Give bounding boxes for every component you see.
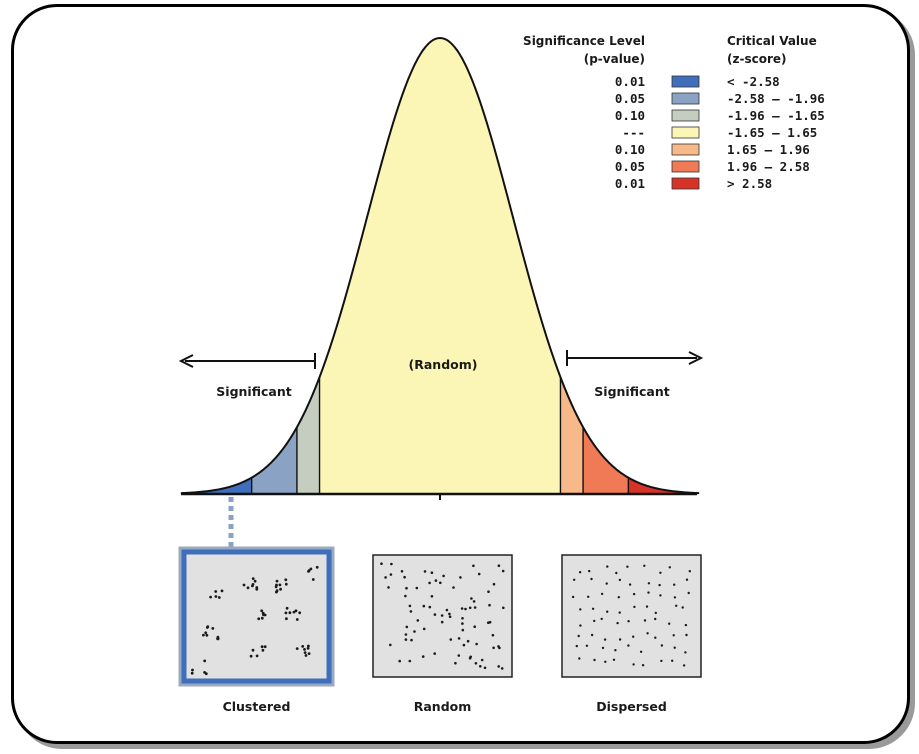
region-z-1-96-to-1-65	[296, 377, 320, 494]
right-significant-label: Significant	[594, 384, 669, 399]
legend-z-score: 1.65 – 1.96	[727, 142, 810, 157]
cutoff-lines	[250, 377, 630, 494]
left-significant-label: Significant	[216, 384, 291, 399]
legend-p-value: 0.01	[615, 74, 645, 89]
panel-label-dispersed: Dispersed	[596, 699, 667, 714]
region-z-1-65-to-1-96	[560, 377, 584, 494]
panel-clustered: Clustered	[178, 546, 335, 714]
significance-header-line2: (p-value)	[584, 52, 645, 66]
critical-header-line1: Critical Value	[727, 34, 817, 48]
pattern-panels: Clustered Random Dispersed	[178, 546, 702, 714]
legend-p-value: 0.01	[615, 176, 645, 191]
legend-z-score: 1.96 – 2.58	[727, 159, 810, 174]
normal-curve	[180, 36, 700, 495]
left-significance-arrow	[178, 353, 316, 369]
legend: Significance Level (p-value) Critical Va…	[523, 34, 825, 191]
dot-pattern-clustered	[190, 565, 319, 676]
region-random	[319, 38, 561, 494]
curve-regions	[180, 38, 700, 494]
legend-swatch	[671, 143, 700, 156]
center-random-label: (Random)	[409, 357, 478, 372]
legend-z-score: > 2.58	[727, 176, 772, 191]
significance-header-line1: Significance Level	[523, 34, 645, 48]
right-significance-arrow	[566, 350, 704, 366]
legend-row: 0.05 1.96 – 2.58	[615, 159, 810, 174]
dot-pattern-dispersed	[571, 564, 691, 667]
panel-label-clustered: Clustered	[223, 699, 291, 714]
legend-row: 0.10 -1.96 – -1.65	[615, 108, 825, 123]
legend-p-value: 0.10	[615, 108, 645, 123]
legend-swatch	[671, 109, 700, 122]
dot-pattern-random	[380, 562, 505, 670]
legend-z-score: -2.58 – -1.96	[727, 91, 825, 106]
legend-p-value: 0.05	[615, 159, 645, 174]
legend-row: 0.05 -2.58 – -1.96	[615, 91, 825, 106]
legend-row: 0.01 > 2.58	[615, 176, 772, 191]
legend-swatch	[671, 92, 700, 105]
legend-p-value: 0.10	[615, 142, 645, 157]
panel-random: Random	[372, 554, 513, 714]
legend-row: --- -1.65 – 1.65	[622, 125, 817, 140]
region-z-below-2-58	[180, 477, 252, 494]
legend-swatch	[671, 177, 700, 190]
legend-p-value: 0.05	[615, 91, 645, 106]
panel-label-random: Random	[414, 699, 472, 714]
legend-swatch	[671, 126, 700, 139]
legend-row: 0.01 < -2.58	[615, 74, 780, 89]
legend-row: 0.10 1.65 – 1.96	[615, 142, 810, 157]
critical-header-line2: (z-score)	[727, 52, 787, 66]
legend-z-score: < -2.58	[727, 74, 780, 89]
legend-swatch	[671, 160, 700, 173]
region-z-above-2-58	[628, 477, 700, 494]
legend-z-score: -1.65 – 1.65	[727, 125, 817, 140]
panel-dispersed: Dispersed	[561, 554, 702, 714]
legend-z-score: -1.96 – -1.65	[727, 108, 825, 123]
legend-swatch	[671, 75, 700, 88]
legend-p-value: ---	[622, 125, 645, 140]
